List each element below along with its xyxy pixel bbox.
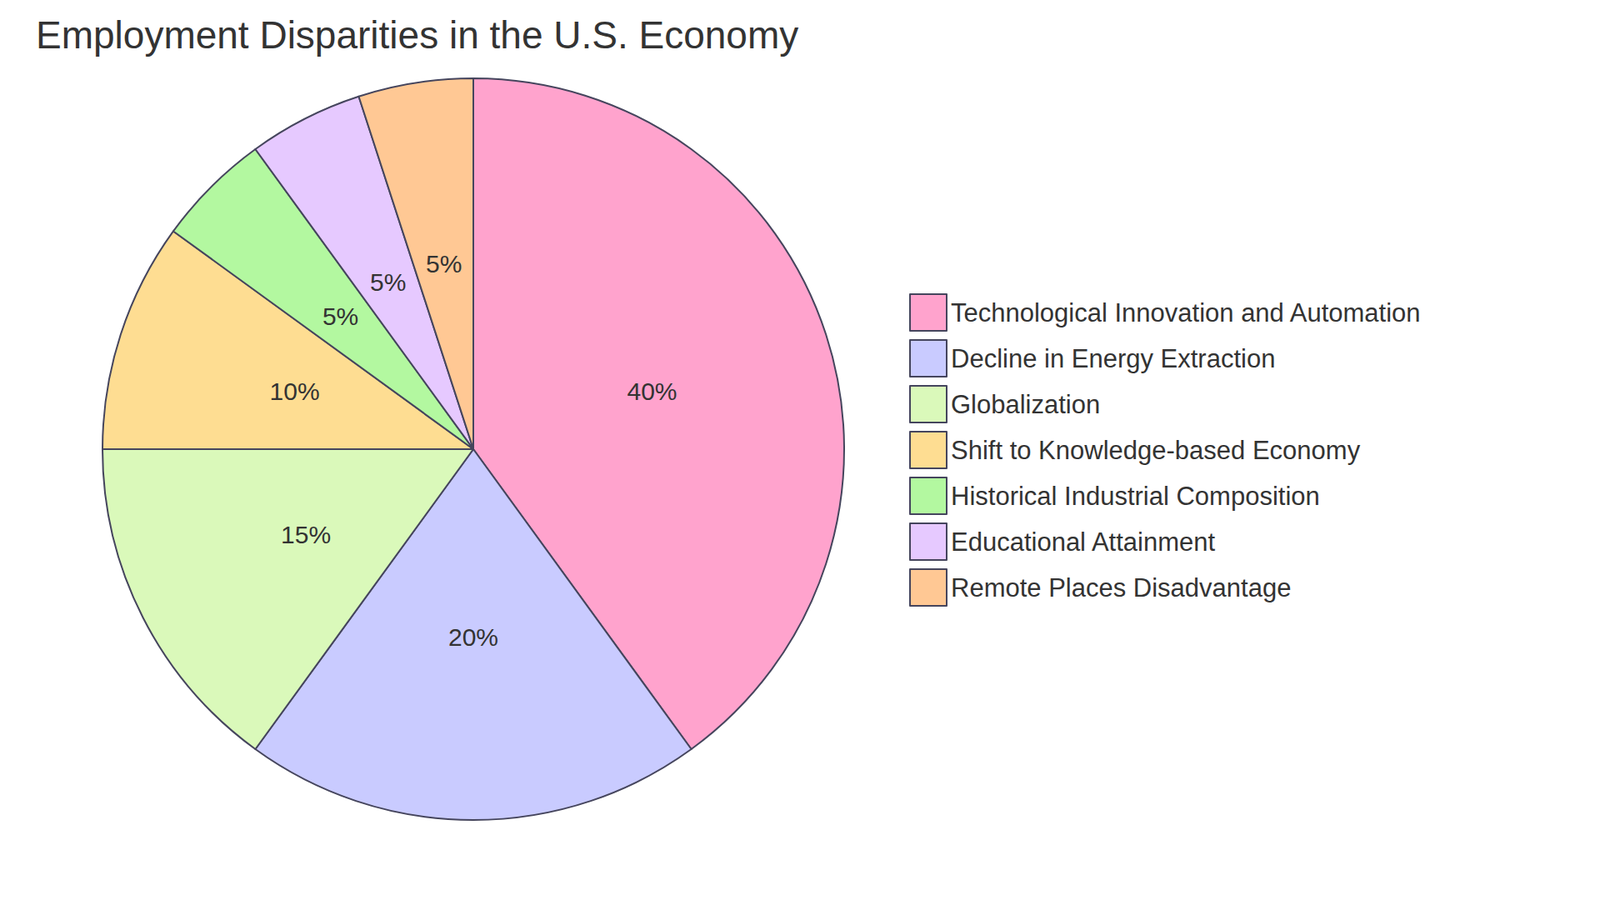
svg-text:20%: 20% — [448, 623, 499, 651]
svg-text:40%: 40% — [626, 377, 677, 405]
svg-text:Historical Industrial Composit: Historical Industrial Composition — [950, 481, 1320, 511]
svg-text:15%: 15% — [280, 520, 331, 549]
svg-text:Employment Disparities in the: Employment Disparities in the U.S. Econo… — [35, 13, 799, 57]
svg-text:Technological Innovation and A: Technological Innovation and Automation — [950, 298, 1421, 328]
svg-text:5%: 5% — [322, 302, 359, 330]
svg-text:10%: 10% — [270, 377, 320, 405]
svg-text:5%: 5% — [370, 268, 406, 296]
svg-text:Globalization: Globalization — [950, 390, 1100, 420]
svg-text:Remote Places Disadvantage: Remote Places Disadvantage — [950, 573, 1291, 603]
svg-text:Shift to Knowledge-based Econo: Shift to Knowledge-based Economy — [950, 435, 1361, 465]
svg-text:Decline in Energy Extraction: Decline in Energy Extraction — [950, 344, 1275, 374]
svg-text:Educational Attainment: Educational Attainment — [950, 527, 1215, 557]
svg-text:5%: 5% — [425, 250, 462, 278]
